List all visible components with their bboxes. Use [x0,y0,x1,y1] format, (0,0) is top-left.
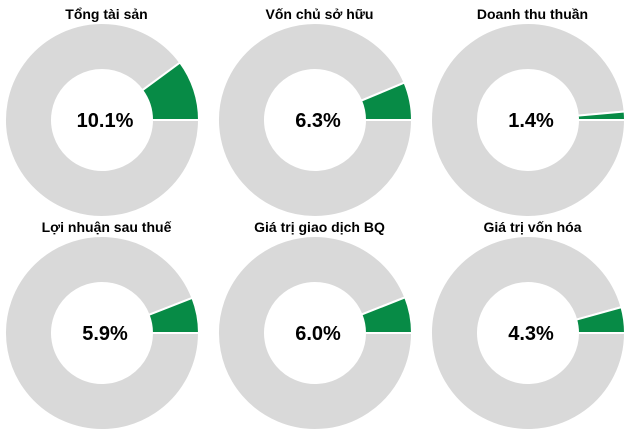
chart-title: Giá trị vốn hóa [483,219,582,235]
slice-value [360,295,414,334]
slice-remainder [430,235,627,431]
chart-title: Lợi nhuận sau thuế [41,219,172,235]
center-value-label: 1.4% [508,110,554,132]
donut-chart-market-cap: Giá trị vốn hóa 4.3% [426,213,639,431]
chart-title: Giá trị giao dịch BQ [254,219,385,235]
slice-remainder [4,22,201,218]
donut-chart-total-assets: Tổng tài sản 10.1% [0,0,213,218]
donut-chart-equity: Vốn chủ sở hữu 6.3% [213,0,426,218]
slice-value [140,61,201,121]
slice-value [574,305,627,334]
chart-title: Vốn chủ sở hữu [265,6,374,22]
slice-remainder [430,22,627,218]
donut-chart-net-profit: Lợi nhuận sau thuế 5.9% [0,213,213,431]
center-value-label: 6.0% [295,323,341,345]
slice-value [359,81,414,121]
donut-chart-net-revenue: Doanh thu thuần 1.4% [426,0,639,218]
slice-value [576,110,627,121]
chart-title: Doanh thu thuần [476,6,589,22]
center-value-label: 5.9% [82,323,128,345]
slice-remainder [4,235,201,431]
slice-value [147,296,201,334]
donut-chart-avg-trading-value: Giá trị giao dịch BQ 6.0% [213,213,426,431]
center-value-label: 4.3% [508,323,554,345]
center-value-label: 10.1% [77,110,134,132]
center-value-label: 6.3% [295,110,341,132]
slice-remainder [217,235,414,431]
chart-title: Tổng tài sản [65,6,148,22]
slice-remainder [217,22,414,218]
